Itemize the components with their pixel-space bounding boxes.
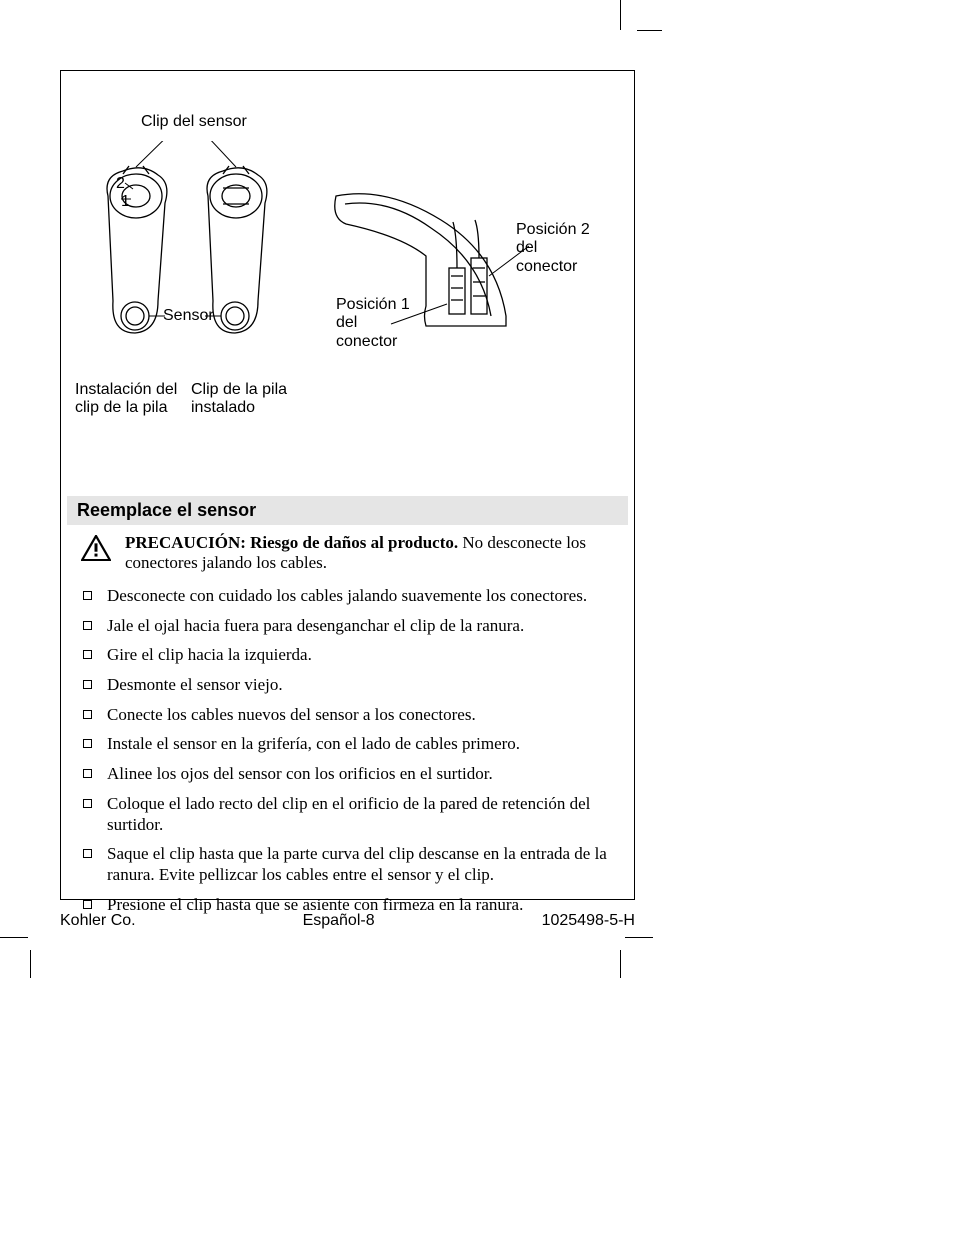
label-line: conector bbox=[336, 333, 397, 350]
label-conn-pos1: Posición 1 del conector bbox=[336, 296, 410, 351]
list-item: Desmonte el sensor viejo. bbox=[81, 675, 614, 696]
label-line: conector bbox=[516, 258, 577, 275]
label-line: Posición 2 bbox=[516, 221, 590, 238]
list-item: Saque el clip hasta que la parte curva d… bbox=[81, 844, 614, 885]
warning-icon bbox=[81, 535, 111, 561]
crop-mark bbox=[625, 937, 653, 938]
label-line: instalado bbox=[191, 399, 255, 416]
list-item: Instale el sensor en la grifería, con el… bbox=[81, 734, 614, 755]
list-item: Desconecte con cuidado los cables jaland… bbox=[81, 586, 614, 607]
label-line: clip de la pila bbox=[75, 399, 168, 416]
diagram-area: Clip del sensor 2 1 Sensor Instalación d… bbox=[61, 71, 634, 441]
list-item: Conecte los cables nuevos del sensor a l… bbox=[81, 705, 614, 726]
footer-left: Kohler Co. bbox=[60, 912, 136, 930]
caution-text: PRECAUCIÓN: Riesgo de daños al producto.… bbox=[125, 533, 614, 574]
caution-row: PRECAUCIÓN: Riesgo de daños al producto.… bbox=[61, 531, 634, 580]
list-item: Gire el clip hacia la izquierda. bbox=[81, 645, 614, 666]
page: Clip del sensor 2 1 Sensor Instalación d… bbox=[0, 0, 954, 1235]
label-line: Posición 1 bbox=[336, 296, 410, 313]
label-line: Clip de la pila bbox=[191, 381, 287, 398]
label-clip-installed: Clip de la pila instalado bbox=[191, 381, 287, 418]
crop-mark bbox=[0, 937, 28, 938]
page-footer: Kohler Co. Español-8 1025498-5-H bbox=[60, 912, 635, 930]
label-num-1: 1 bbox=[121, 193, 130, 211]
list-item: Jale el ojal hacia fuera para desenganch… bbox=[81, 616, 614, 637]
footer-center: Español-8 bbox=[303, 912, 375, 930]
crop-mark bbox=[30, 950, 31, 978]
content-frame: Clip del sensor 2 1 Sensor Instalación d… bbox=[60, 70, 635, 900]
footer-right: 1025498-5-H bbox=[542, 912, 635, 930]
label-install-clip: Instalación del clip de la pila bbox=[75, 381, 177, 418]
steps-list: Desconecte con cuidado los cables jaland… bbox=[81, 586, 614, 916]
sensor-diagram-left bbox=[73, 141, 303, 401]
label-line: Instalación del bbox=[75, 381, 177, 398]
crop-mark bbox=[620, 950, 621, 978]
list-item: Alinee los ojos del sensor con los orifi… bbox=[81, 764, 614, 785]
caution-bold: PRECAUCIÓN: Riesgo de daños al producto. bbox=[125, 533, 458, 552]
label-num-2: 2 bbox=[116, 175, 125, 193]
label-conn-pos2: Posición 2 del conector bbox=[516, 221, 590, 276]
list-item: Coloque el lado recto del clip en el ori… bbox=[81, 794, 614, 835]
label-line: del bbox=[516, 239, 537, 256]
crop-mark bbox=[637, 30, 662, 31]
crop-mark bbox=[620, 0, 621, 30]
section-header: Reemplace el sensor bbox=[67, 496, 628, 525]
label-line: del bbox=[336, 314, 357, 331]
label-sensor-clip: Clip del sensor bbox=[141, 113, 247, 131]
label-sensor: Sensor bbox=[163, 307, 214, 325]
